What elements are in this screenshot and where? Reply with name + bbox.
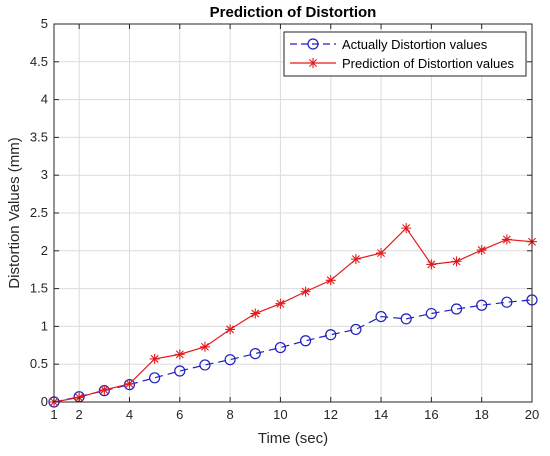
series-0-point-6 — [199, 359, 211, 371]
legend-marker-0 — [307, 38, 319, 50]
series-0-point-9 — [274, 341, 287, 354]
y-axis-label: Distortion Values (mm) — [6, 137, 23, 288]
y-tick-label-4: 2 — [41, 243, 48, 258]
series-0-point-7 — [224, 354, 236, 366]
series-0-point-15 — [425, 307, 437, 320]
x-tick-label-4: 10 — [273, 407, 287, 422]
series-0-line — [53, 299, 533, 403]
series-1-line — [53, 227, 533, 403]
series-1-point-7 — [225, 324, 236, 335]
series-1-point-13 — [376, 248, 387, 259]
series-0-point-11 — [325, 329, 337, 341]
y-tick-label-8: 4 — [41, 92, 48, 107]
legend: Actually Distortion values Prediction of … — [283, 31, 527, 77]
legend-marker-1 — [308, 58, 318, 68]
legend-box — [283, 31, 527, 77]
x-tick-label-1: 4 — [126, 407, 133, 422]
series-0-point-17 — [476, 299, 488, 311]
series-1-point-2 — [99, 384, 110, 395]
series-1-point-15 — [426, 259, 437, 270]
series-1-point-12 — [350, 254, 361, 265]
y-tick-label-1: 0.5 — [30, 356, 48, 371]
series-1-point-6 — [199, 341, 210, 352]
series-0-point-10 — [299, 335, 312, 347]
x-tick-label-7: 16 — [424, 407, 438, 422]
x-tick-label-6: 14 — [374, 407, 388, 422]
x-tick-label-2: 6 — [176, 407, 183, 422]
series-0-point-16 — [450, 303, 463, 315]
y-tick-label-5: 2.5 — [30, 205, 48, 220]
chart-title: Prediction of Distortion — [210, 4, 377, 21]
y-tick-label-2: 1 — [41, 318, 48, 333]
series-0-point-14 — [400, 313, 412, 325]
series-1-point-4 — [149, 353, 160, 364]
x-tick-label-3: 8 — [226, 407, 233, 422]
x-tick-label-0: 2 — [76, 407, 83, 422]
series-1-point-5 — [174, 349, 185, 360]
x-axis-label: Time (sec) — [258, 430, 328, 447]
series-0-point-8 — [249, 348, 261, 360]
legend-label-0: Actually Distortion values — [342, 37, 488, 52]
x-tick-label-start: 1 — [50, 407, 57, 422]
series-1-point-18 — [501, 234, 512, 245]
series-1-point-16 — [451, 256, 462, 267]
y-tick-label-6: 3 — [41, 167, 48, 182]
series-0-point-13 — [375, 310, 387, 323]
y-tick-label-7: 3.5 — [30, 129, 48, 144]
series-0 — [48, 294, 538, 408]
series-1-point-9 — [275, 298, 286, 309]
x-axis-ticks: 2 4 6 8 10 12 14 16 18 20 1 — [50, 24, 539, 422]
y-axis-ticks: 0 0.5 1 1.5 2 2.5 3 3.5 4 4.5 5 — [30, 16, 532, 409]
y-tick-label-0: 0 — [41, 394, 48, 409]
series-1-point-17 — [476, 245, 487, 256]
series-0-point-18 — [501, 296, 513, 308]
grid-lines — [54, 23, 533, 403]
series-1-point-8 — [250, 308, 261, 319]
y-tick-label-10: 5 — [41, 16, 48, 31]
series-0-point-12 — [350, 323, 362, 336]
y-tick-label-3: 1.5 — [30, 281, 48, 296]
x-tick-label-9: 20 — [525, 407, 539, 422]
series-1-point-11 — [325, 275, 336, 286]
series-0-point-4 — [149, 372, 161, 384]
y-tick-label-9: 4.5 — [30, 54, 48, 69]
legend-label-1: Prediction of Distortion values — [342, 56, 514, 71]
x-tick-label-5: 12 — [324, 407, 338, 422]
series-1-point-10 — [300, 286, 311, 297]
series-0-point-5 — [174, 365, 186, 377]
series-1-point-14 — [401, 223, 412, 234]
series-1-point-3 — [124, 378, 135, 389]
x-tick-label-8: 18 — [474, 407, 488, 422]
